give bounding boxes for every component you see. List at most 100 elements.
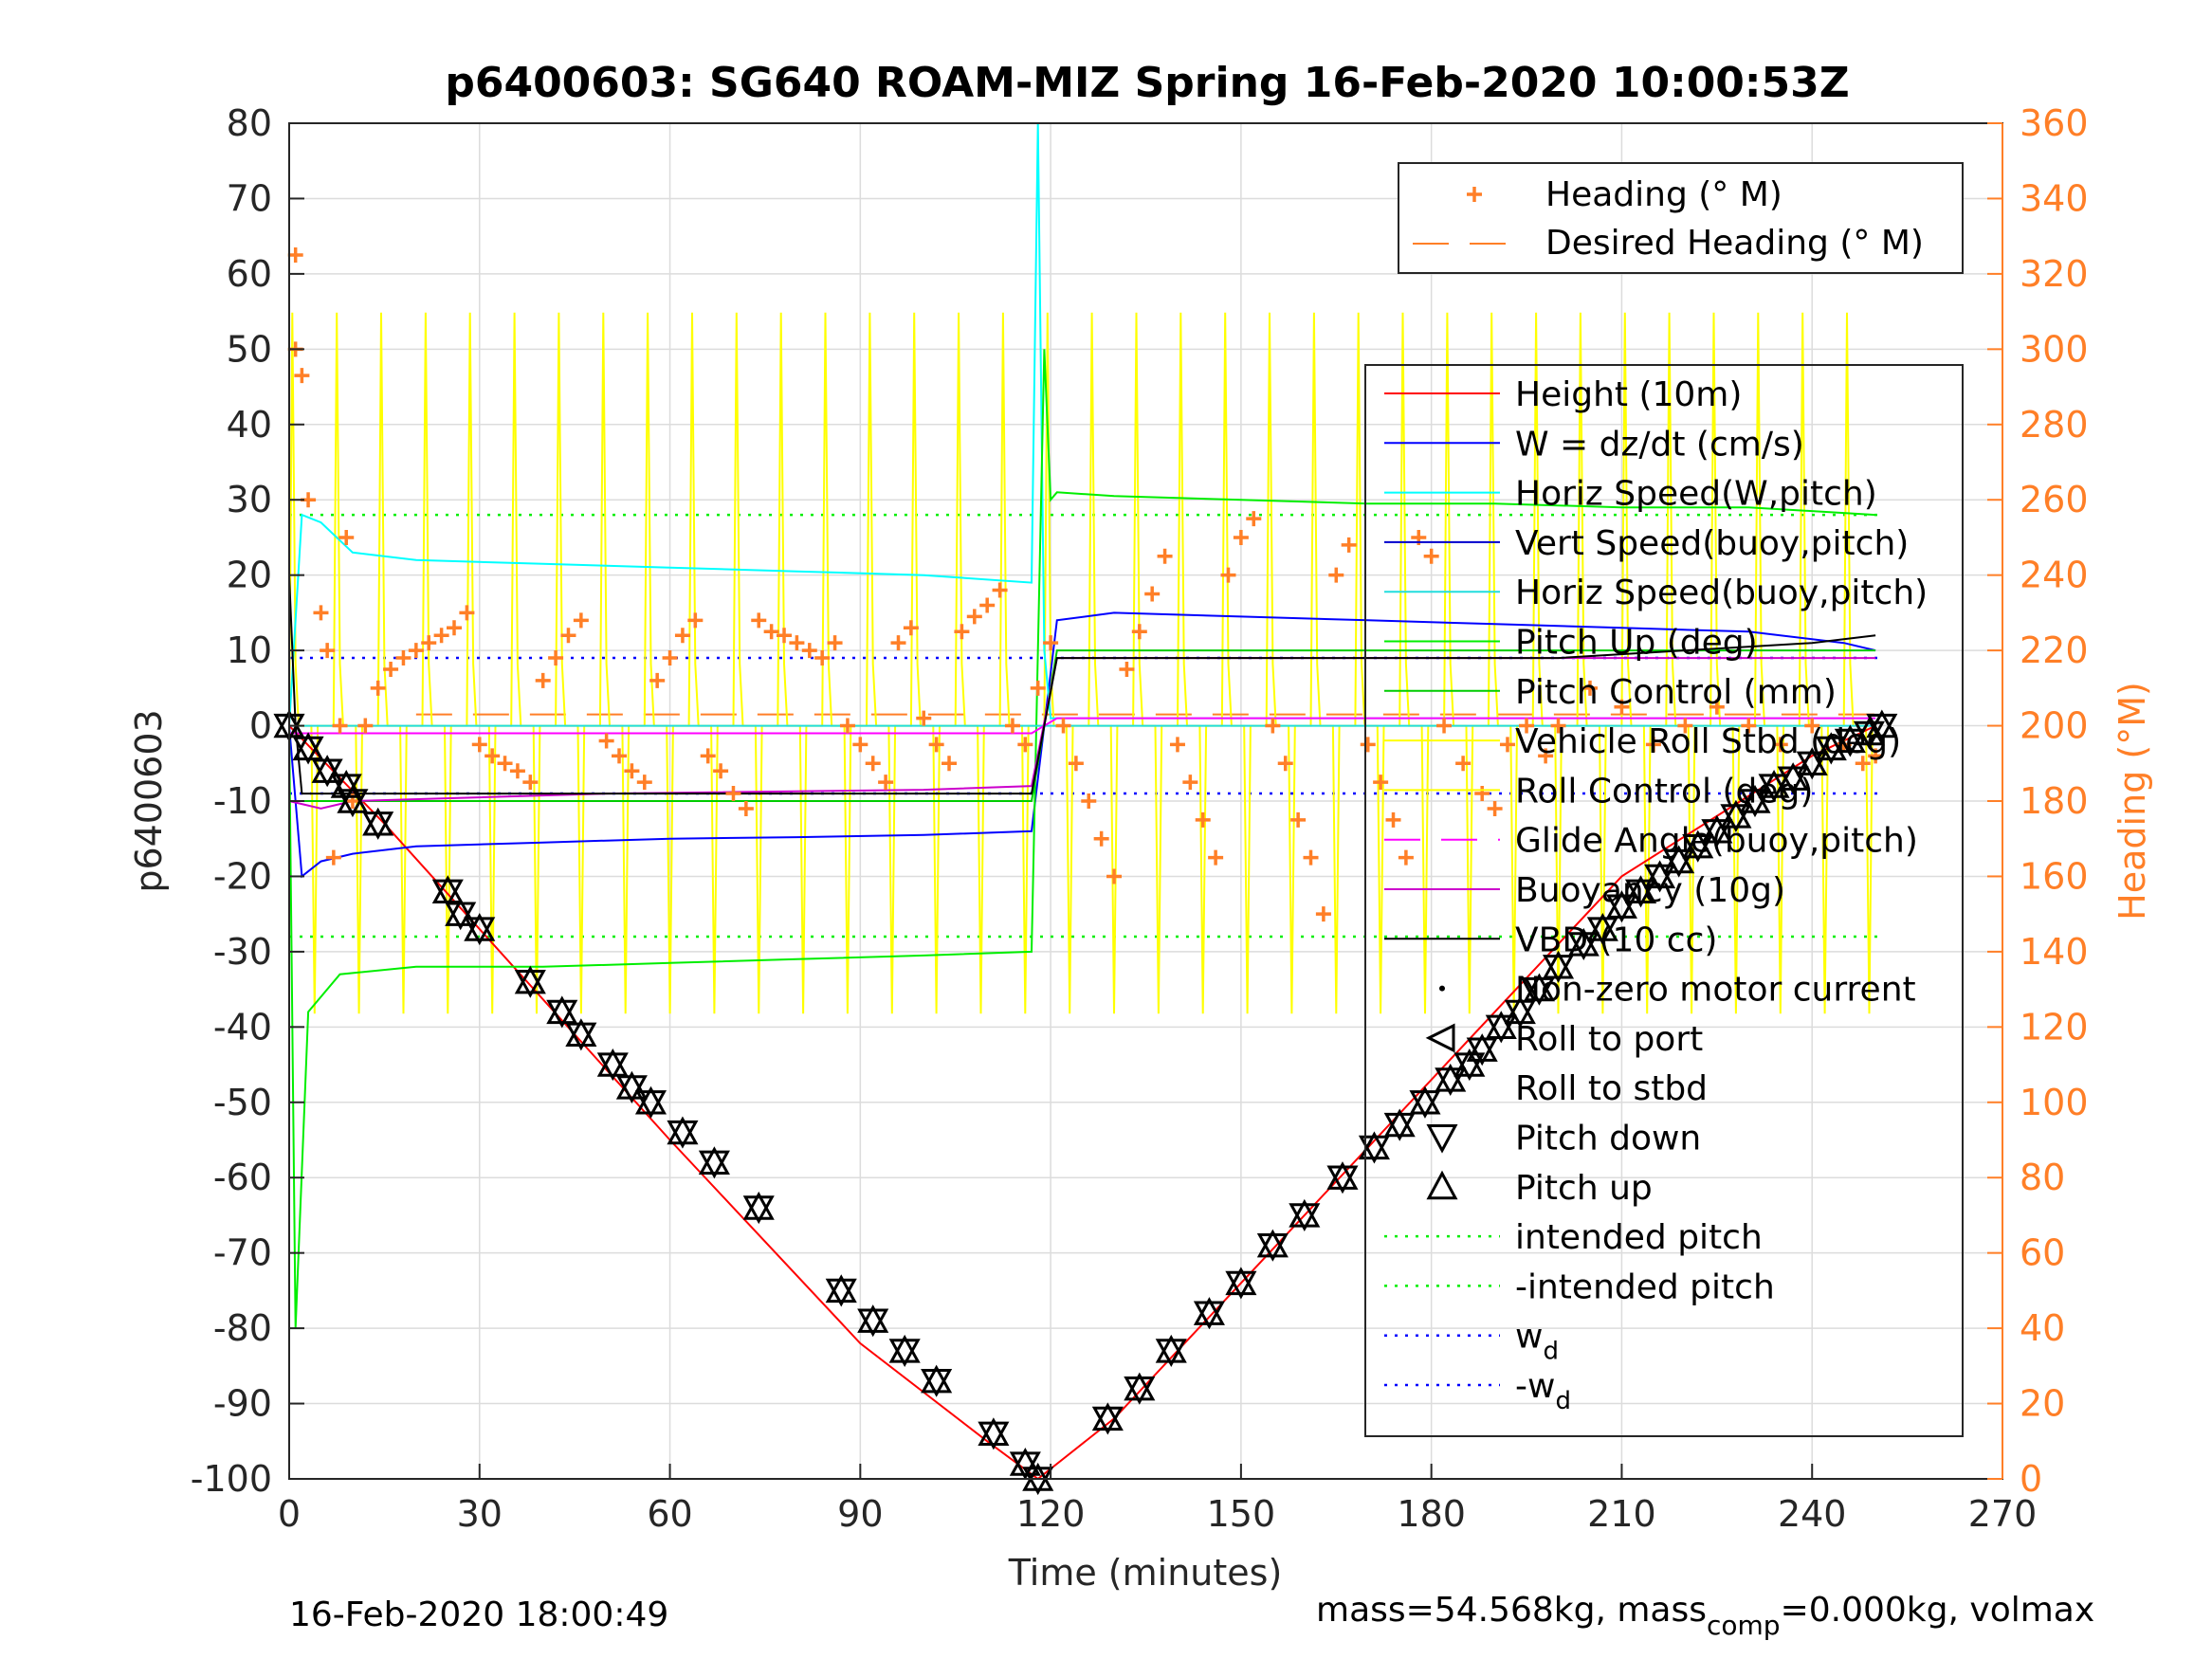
series-glide-angle-buoy-pitch [289, 717, 1876, 735]
legend-top-label: Desired Heading (° M) [1545, 224, 1924, 263]
pitch-down-marker [888, 1339, 921, 1368]
pitch-down-marker [1663, 848, 1695, 878]
x-axis: 0 30 60 90 120 150 180 210 240 270 [278, 1464, 2037, 1535]
pitch-down-marker [311, 758, 343, 788]
heading-point [471, 737, 487, 753]
y-tick-label: 10 [227, 629, 272, 671]
pitch-down-marker [1644, 864, 1676, 893]
heading-point [408, 643, 424, 659]
y-tick-label: -20 [213, 855, 272, 897]
pitch-down-marker [1009, 1451, 1041, 1481]
heading-point [1328, 567, 1344, 583]
heading-point [1550, 718, 1566, 734]
y-tick-label: 70 [227, 177, 272, 219]
y-tick-label: -10 [213, 780, 272, 822]
y-axis-left: 80 70 60 50 40 30 20 10 0 -10 -20 -30 -40 -50 -60 -70 -8… [191, 102, 304, 1500]
pitch-down-marker [1624, 879, 1657, 908]
heading-point [1233, 529, 1249, 545]
pitch-down-marker [464, 917, 496, 946]
heading-point [674, 628, 690, 644]
x-tick-label: 60 [647, 1493, 692, 1535]
heading-point [763, 624, 779, 640]
pitch-down-marker [1523, 976, 1555, 1006]
heading-point [1182, 775, 1198, 791]
heading-point [447, 620, 463, 636]
heading-point [1474, 786, 1490, 802]
pitch-down-marker [1256, 1233, 1289, 1262]
heading-point [992, 582, 1008, 598]
y-axis-right-label: Heading (°M) [2111, 682, 2153, 921]
heading-point [1614, 699, 1630, 715]
heading-point [338, 529, 355, 545]
legend-main-box [1364, 364, 1964, 1437]
pitch-down-marker [634, 1090, 667, 1119]
y-tick-label: 60 [227, 253, 272, 295]
heading-point [1144, 586, 1161, 602]
legend-main: Height (10m) W = dz/dt (cm/s) Horiz Speed(… [1364, 364, 1964, 1437]
x-tick-label: 210 [1587, 1493, 1656, 1535]
heading-point [1436, 718, 1453, 734]
heading-point [777, 628, 793, 644]
pitch-down-marker [857, 1308, 889, 1338]
legend-main-label: intended pitch [1515, 1218, 1763, 1257]
legend-top-box [1398, 162, 1964, 274]
x-tick-label: 240 [1778, 1493, 1847, 1535]
heading-point [649, 672, 666, 688]
pitch-down-marker [1567, 932, 1600, 961]
heading-point [1709, 699, 1725, 715]
chart-title: p6400603: SG640 ROAM-MIZ Spring 16-Feb-2… [445, 59, 1849, 107]
heading-point [1220, 567, 1236, 583]
pitch-down-marker [1586, 917, 1618, 946]
pitch-down-marker [1358, 1135, 1390, 1164]
pitch-down-marker [1435, 1067, 1467, 1097]
heading-point [1017, 737, 1033, 753]
heading-point [700, 748, 716, 764]
heading-point [1195, 811, 1211, 828]
heading-point [1004, 718, 1020, 734]
heading-point [941, 756, 958, 772]
legend-symbol-pitch-up [1426, 1170, 1458, 1200]
legend-main-label: wd [1515, 1318, 1559, 1366]
heading-point [878, 775, 894, 791]
pitch-down-marker [698, 1150, 730, 1179]
y-right-tick-label: 340 [2020, 177, 2089, 219]
pitch-down-marker [1289, 1203, 1321, 1232]
legend-main-label: Roll to stbd [1515, 1069, 1708, 1108]
x-tick-label: 0 [278, 1493, 301, 1535]
heading-point [459, 605, 475, 621]
legend-main-label: Horiz Speed(W,pitch) [1515, 475, 1877, 514]
y-right-tick-label: 20 [2020, 1383, 2065, 1425]
pitch-down-marker [742, 1195, 775, 1225]
heading-point [852, 737, 868, 753]
series-vbd-10-cc [288, 574, 1876, 795]
heading-point [1868, 748, 1884, 764]
heading-point [1131, 624, 1147, 640]
heading-point [522, 775, 539, 791]
heading-point [801, 643, 817, 659]
heading-point [1315, 906, 1331, 922]
legend-main-label: Roll to port [1515, 1020, 1703, 1059]
heading-point [1487, 800, 1503, 816]
y-right-tick-label: 260 [2020, 479, 2089, 520]
heading-point [725, 786, 741, 802]
heading-point [1581, 680, 1598, 696]
pitch-down-marker [362, 811, 394, 840]
legend-main-label: Glide Angle(buoy,pitch) [1515, 822, 1918, 861]
pitch-down-marker [1124, 1376, 1156, 1405]
pitch-down-marker [1155, 1339, 1187, 1368]
legend-symbol-dot [1439, 985, 1445, 992]
pitch-down-marker [1720, 804, 1752, 832]
heading-point [1303, 849, 1319, 866]
pitch-down-marker [1739, 789, 1771, 818]
legend-main-label: Horiz Speed(buoy,pitch) [1515, 574, 1928, 612]
y-right-tick-label: 80 [2020, 1157, 2065, 1198]
heading-point [1043, 635, 1059, 651]
legend-symbol-pitch-down [1426, 1124, 1458, 1154]
legend-main-label: -wd [1515, 1367, 1571, 1415]
legend-main-label: Roll Control (deg) [1515, 772, 1813, 811]
pitch-down-marker [1193, 1301, 1225, 1330]
heading-point [313, 605, 329, 621]
pitch-down-marker [1453, 1052, 1486, 1082]
pitch-down-marker [1383, 1112, 1416, 1141]
heading-point [662, 650, 678, 666]
